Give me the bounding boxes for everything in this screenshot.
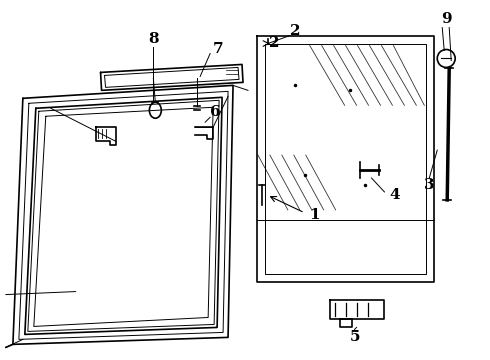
Text: 2: 2 [290,23,300,37]
Text: 6: 6 [210,105,220,119]
Text: 5: 5 [349,330,360,345]
Text: 8: 8 [148,32,159,46]
Text: 3: 3 [424,178,435,192]
Text: 7: 7 [213,41,223,55]
Text: 4: 4 [389,188,400,202]
Text: 2: 2 [269,36,279,50]
Text: 1: 1 [309,208,320,222]
Text: 9: 9 [441,12,451,26]
